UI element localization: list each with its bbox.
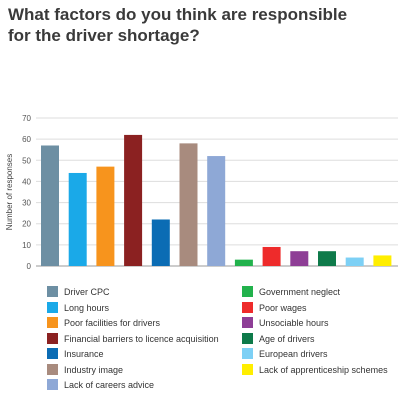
y-tick-label: 50 xyxy=(22,156,31,165)
legend-label: Long hours xyxy=(64,302,110,313)
legend-swatch xyxy=(47,348,58,359)
legend-swatch xyxy=(47,301,58,313)
legend-swatch xyxy=(47,363,58,375)
legend-label: Unsociable hours xyxy=(259,318,329,328)
bar xyxy=(151,219,170,266)
legend-label: Poor wages xyxy=(259,302,307,313)
y-tick-label: 0 xyxy=(27,262,32,271)
legend-label: Lack of apprenticeship schemes xyxy=(259,364,388,375)
legend-label: Insurance xyxy=(64,349,104,359)
y-tick-label: 60 xyxy=(22,135,31,144)
y-tick-label: 40 xyxy=(22,177,31,186)
chart-legend: Driver CPC Long hours Poor facilities for … xyxy=(0,286,413,398)
y-tick-label: 20 xyxy=(22,220,31,229)
legend-swatch xyxy=(47,332,58,344)
bar-chart: 0 10 20 30 40 50 60 70 Number of responses xyxy=(5,114,398,271)
chart-title-line-2: for the driver shortage? xyxy=(8,26,200,45)
chart-title-line-1: What factors do you think are responsibl… xyxy=(8,5,348,24)
bar xyxy=(262,246,281,266)
legend-swatch xyxy=(47,379,58,390)
legend-label: Age of drivers xyxy=(259,333,315,344)
bar xyxy=(124,134,143,266)
bar xyxy=(318,251,336,266)
legend-swatch xyxy=(47,286,58,297)
chart-title: What factors do you think are responsibl… xyxy=(8,4,408,46)
legend-swatch xyxy=(242,317,253,328)
bar xyxy=(41,145,59,266)
y-tick-label: 30 xyxy=(22,199,31,208)
legend-swatch xyxy=(242,332,253,344)
legend-swatch xyxy=(242,363,253,375)
legend-label: Lack of careers advice xyxy=(64,380,155,390)
legend-swatch xyxy=(242,301,253,313)
bar xyxy=(373,255,392,266)
y-tick-label: 10 xyxy=(22,241,31,250)
legend-label: Industry image xyxy=(64,364,124,375)
y-axis-label: Number of responses xyxy=(5,154,14,230)
legend-label: Financial barriers to licence acquisitio… xyxy=(64,333,219,344)
y-tick-label: 70 xyxy=(22,114,31,123)
legend-label: European drivers xyxy=(259,349,328,359)
legend-swatch xyxy=(242,286,253,297)
legend-swatch xyxy=(242,348,253,359)
bar xyxy=(345,257,364,266)
legend-label: Poor facilities for drivers xyxy=(64,318,161,328)
bar xyxy=(68,172,87,266)
bar xyxy=(96,166,115,266)
legend-label: Government neglect xyxy=(259,287,341,297)
bar xyxy=(207,156,226,266)
legend-swatch xyxy=(47,317,58,328)
bar xyxy=(234,259,253,266)
legend-label: Driver CPC xyxy=(64,287,110,297)
bar xyxy=(179,143,198,266)
bar xyxy=(290,251,309,266)
